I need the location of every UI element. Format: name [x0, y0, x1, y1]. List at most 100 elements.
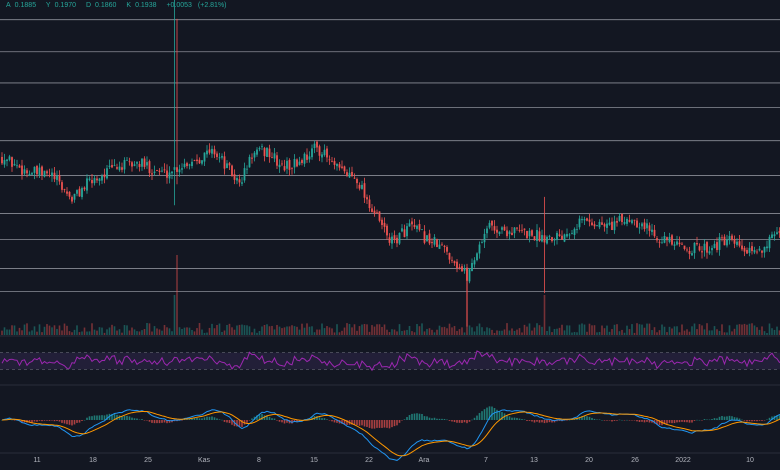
candle-body [271, 157, 273, 159]
macd-histogram-bar [153, 420, 156, 424]
volume-bar [458, 329, 461, 335]
candlestick [51, 168, 53, 182]
volume-bar [468, 325, 471, 335]
macd-histogram-bar [213, 417, 216, 420]
macd-histogram-bar [578, 416, 581, 420]
candlestick [658, 240, 661, 248]
volume-bar [741, 324, 743, 335]
candle-body [353, 177, 356, 179]
candlestick [206, 145, 208, 158]
candle-body [736, 241, 738, 245]
macd-histogram-bar [758, 420, 761, 421]
volume-bar [371, 325, 373, 335]
volume-bar [691, 326, 693, 335]
candle-body [18, 165, 21, 168]
volume-bar [178, 327, 181, 335]
candle-body [478, 244, 481, 254]
candle-body [188, 164, 191, 166]
candle-body [83, 187, 86, 190]
volume-bar [603, 328, 606, 335]
volume-bar [376, 324, 378, 335]
volume-bar [201, 329, 203, 335]
candlestick [213, 145, 216, 159]
volume-bar [558, 327, 561, 335]
candlestick [691, 250, 693, 256]
candle-body [68, 191, 71, 197]
candlestick [461, 263, 463, 272]
candlestick [416, 224, 418, 233]
candlestick [273, 147, 276, 163]
candlestick [358, 182, 361, 191]
volume-bar [123, 325, 126, 335]
candlestick [276, 151, 278, 169]
macd-histogram-bar [151, 420, 153, 423]
ohlc-close: K 0.1938 [126, 2, 160, 9]
volume-bar [353, 324, 356, 335]
volume-bar [333, 332, 336, 335]
candle-body [698, 246, 701, 251]
volume-bar [666, 332, 668, 335]
candlestick [703, 239, 706, 257]
macd-histogram-bar [38, 420, 41, 421]
candlestick [683, 245, 686, 251]
volume-bar [463, 332, 466, 335]
candle-body [48, 174, 51, 176]
candlestick [183, 158, 186, 169]
macd-histogram-bar [286, 420, 288, 423]
candle-body [183, 163, 186, 167]
macd-histogram-bar [568, 419, 571, 421]
volume-bar [241, 324, 243, 335]
candle-body [231, 165, 233, 176]
volume-bar [373, 326, 376, 335]
volume-bar [648, 323, 651, 335]
macd-histogram-bar [231, 420, 233, 425]
candlestick [161, 166, 163, 173]
candlestick [191, 158, 193, 169]
macd-histogram-bar [363, 420, 366, 427]
volume-bar [488, 328, 491, 335]
macd-histogram-bar [401, 420, 403, 421]
macd-histogram-bar [731, 416, 733, 420]
candle-body [121, 167, 123, 170]
candle-body [586, 218, 588, 221]
macd-histogram-bar [76, 420, 78, 423]
macd-histogram-bar [158, 420, 161, 424]
candle-body [448, 253, 451, 260]
candle-body [16, 165, 18, 167]
volume-bar [771, 328, 773, 335]
candle-body [8, 156, 11, 160]
x-tick-label: 26 [631, 457, 639, 464]
volume-bar [766, 332, 768, 335]
macd-histogram-bar [353, 420, 356, 425]
candlestick [431, 238, 433, 248]
volume-bar [481, 327, 483, 335]
macd-histogram-bar [183, 419, 186, 420]
candle-body [123, 160, 126, 170]
macd-histogram-bar [358, 420, 361, 426]
volume-bar [638, 324, 641, 335]
volume-bar [626, 325, 628, 335]
macd-histogram-bar [246, 420, 248, 423]
candlestick [196, 154, 198, 165]
volume-bar [421, 323, 423, 335]
macd-histogram-bar [316, 416, 318, 420]
candlestick [8, 154, 11, 162]
candlestick [71, 195, 73, 204]
candle-body [518, 230, 521, 231]
candle-body [603, 224, 606, 227]
candlestick [751, 242, 753, 255]
candle-body [363, 183, 366, 198]
candlestick [468, 268, 471, 284]
candle-body [401, 228, 403, 232]
candle-body [196, 159, 198, 162]
macd-histogram-bar [633, 420, 636, 421]
volume-bar [453, 326, 456, 335]
macd-histogram-bar [616, 420, 618, 421]
candlestick [303, 152, 306, 167]
macd-histogram-bar [581, 416, 583, 420]
candle-body [428, 233, 431, 244]
macd-histogram-bar [206, 416, 208, 420]
volume-bar [263, 324, 266, 335]
